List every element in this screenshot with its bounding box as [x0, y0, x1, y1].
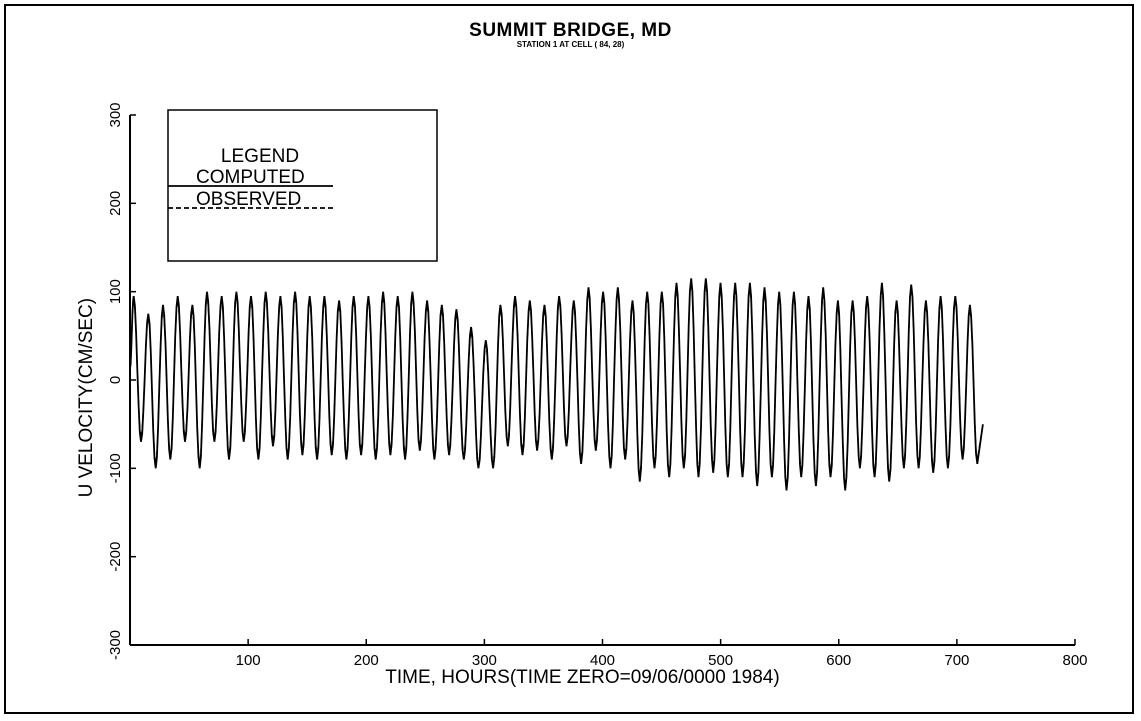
y-tick-label: -100: [107, 453, 124, 483]
legend-label-computed: COMPUTED: [196, 167, 305, 188]
y-tick-label: -300: [107, 630, 124, 660]
x-tick-label: 200: [354, 652, 379, 669]
series-line-observed: [129, 282, 984, 487]
legend-title: LEGEND: [221, 146, 299, 167]
y-axis-label: U VELOCITY(CM/SEC): [76, 298, 97, 498]
x-tick-label: 100: [236, 652, 261, 669]
series-layer: [129, 278, 984, 491]
chart-title: SUMMIT BRIDGE, MD: [469, 20, 672, 41]
x-tick-label: 300: [472, 652, 497, 669]
x-tick-label: 800: [1062, 652, 1087, 669]
y-tick-label: 0: [107, 376, 124, 384]
series-line-computed: [129, 278, 984, 491]
x-axis-label: TIME, HOURS(TIME ZERO=09/06/0000 1984): [385, 667, 779, 688]
x-tick-label: 600: [826, 652, 851, 669]
legend-label-observed: OBSERVED: [196, 189, 301, 210]
x-tick-label: 700: [944, 652, 969, 669]
y-tick-label: 200: [107, 191, 124, 216]
chart-subtitle: STATION 1 AT CELL ( 84, 28): [516, 40, 625, 49]
y-tick-label: 300: [107, 102, 124, 127]
figure-frame: [4, 4, 1134, 714]
y-tick-label: 100: [107, 279, 124, 304]
x-tick-label: 400: [590, 652, 615, 669]
axes: 100 200 300 400 500 600 700 800 -300 -200 -100 0 100…: [76, 102, 1088, 688]
x-tick-label: 500: [708, 652, 733, 669]
y-tick-label: -200: [107, 542, 124, 572]
